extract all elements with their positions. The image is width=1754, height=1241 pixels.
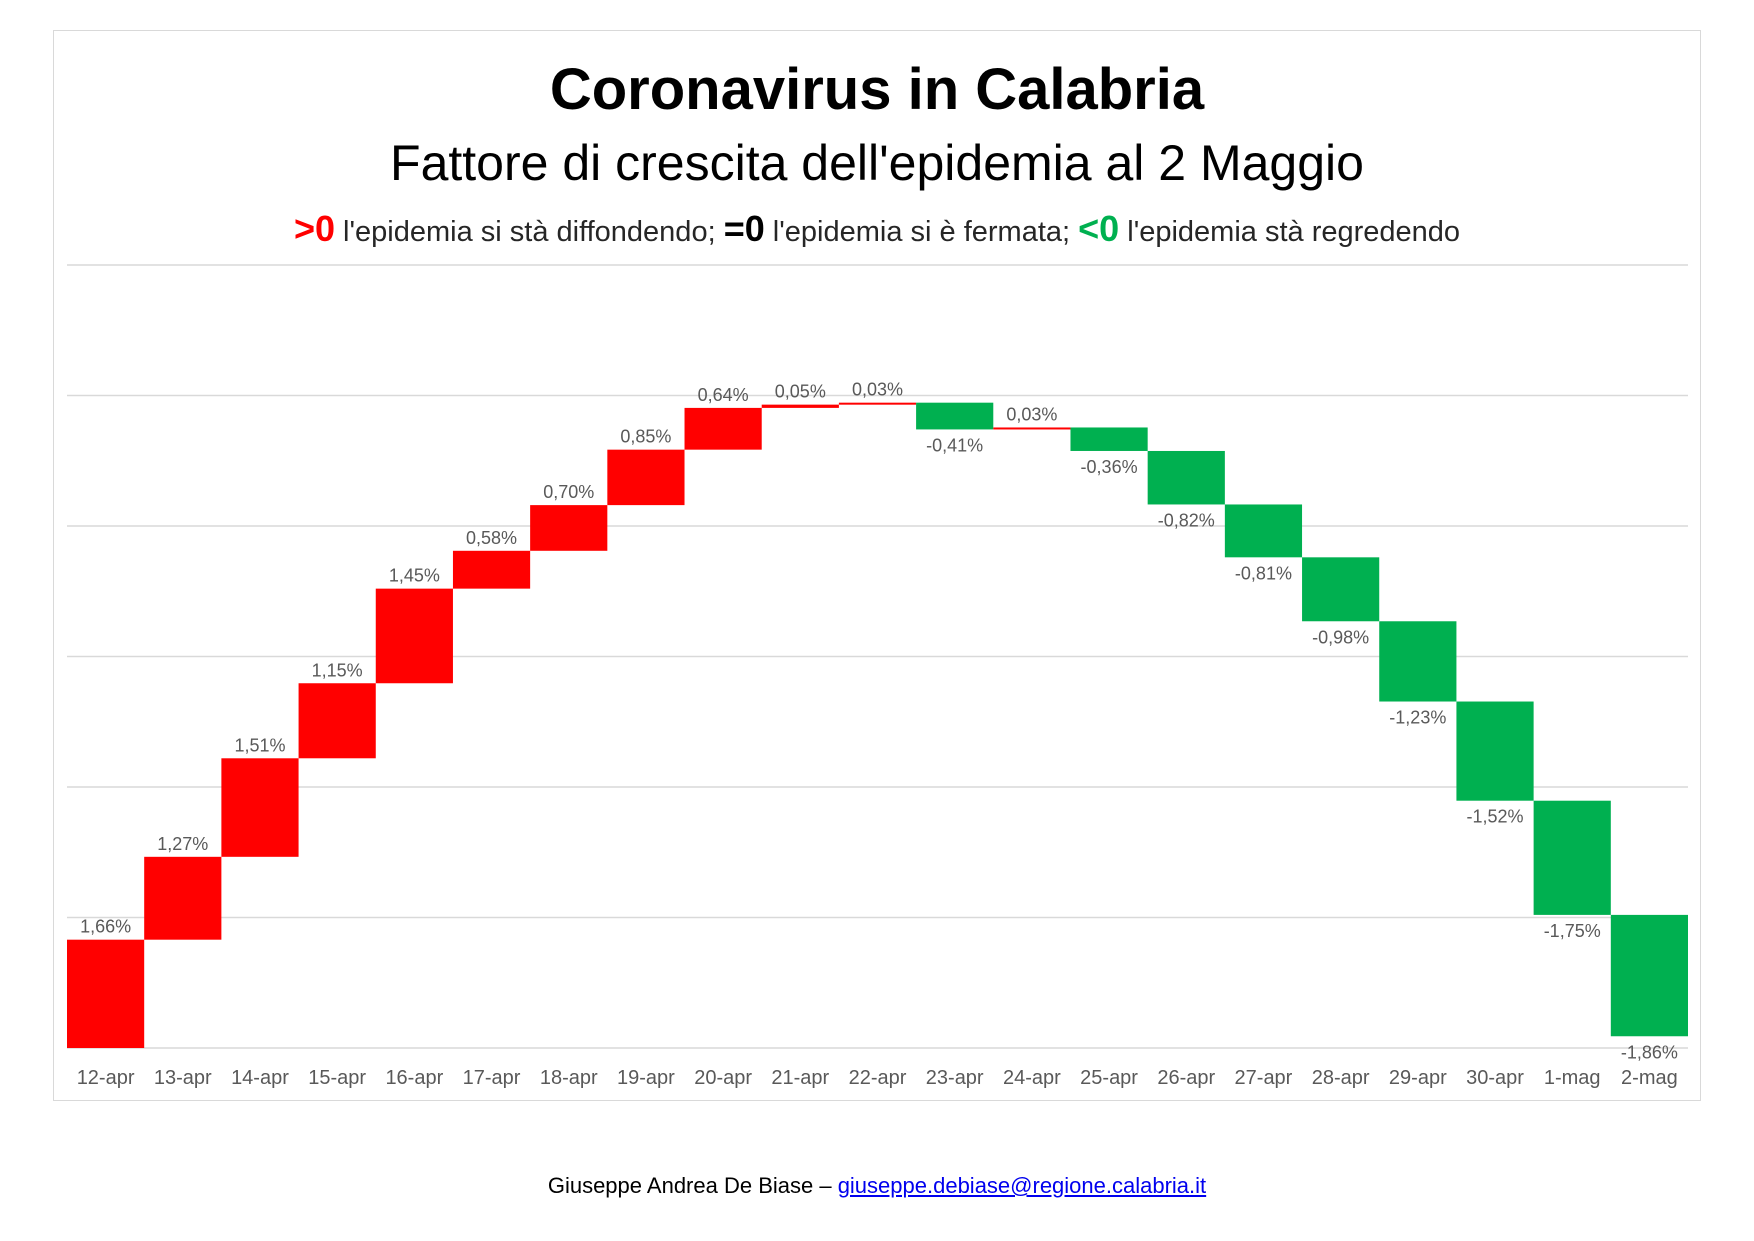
data-label: 1,51% bbox=[234, 735, 285, 755]
data-label: 0,58% bbox=[466, 528, 517, 548]
data-label: -0,82% bbox=[1158, 510, 1215, 530]
waterfall-bar bbox=[221, 758, 299, 857]
data-label: 0,03% bbox=[1006, 404, 1057, 424]
x-tick-label: 16-apr bbox=[385, 1067, 443, 1089]
data-label: -1,75% bbox=[1544, 921, 1601, 941]
data-label: 1,45% bbox=[389, 566, 440, 586]
data-label: -0,41% bbox=[926, 435, 983, 455]
x-tick-label: 24-apr bbox=[1003, 1067, 1061, 1089]
legend-zero-text: l'epidemia si è fermata; bbox=[764, 216, 1079, 248]
waterfall-bar bbox=[761, 404, 839, 408]
footer-author: Giuseppe Andrea De Biase – bbox=[547, 1173, 838, 1198]
x-tick-label: 18-apr bbox=[540, 1067, 598, 1089]
waterfall-bar bbox=[916, 402, 994, 430]
x-tick-label: 12-apr bbox=[77, 1067, 135, 1089]
data-label: 1,66% bbox=[80, 917, 131, 937]
data-label: -1,52% bbox=[1467, 807, 1524, 827]
waterfall-bar bbox=[375, 588, 453, 684]
legend-negative-text: l'epidemia stà regredendo bbox=[1119, 216, 1461, 248]
waterfall-bar bbox=[1456, 701, 1534, 801]
x-tick-label: 17-apr bbox=[463, 1067, 521, 1089]
data-label: -1,86% bbox=[1621, 1042, 1678, 1062]
x-tick-label: 30-apr bbox=[1466, 1067, 1524, 1089]
legend-zero-symbol: =0 bbox=[723, 208, 765, 249]
x-tick-label: 27-apr bbox=[1235, 1067, 1293, 1089]
data-label: 0,70% bbox=[543, 482, 594, 502]
legend-positive-text: l'epidemia si stà diffondendo; bbox=[334, 216, 724, 248]
x-tick-label: 13-apr bbox=[154, 1067, 212, 1089]
data-labels: 1,66% 1,27% 1,51% 1,15% 1,45% 0,58% 0,70% 0,85%… bbox=[80, 380, 1678, 1063]
x-tick-label: 20-apr bbox=[694, 1067, 752, 1089]
data-label: 1,27% bbox=[157, 834, 208, 854]
data-label: 0,03% bbox=[852, 380, 903, 400]
data-label: 1,15% bbox=[312, 660, 363, 680]
waterfall-bar bbox=[1533, 800, 1611, 915]
x-tick-label: 19-apr bbox=[617, 1067, 675, 1089]
legend-negative-symbol: <0 bbox=[1078, 208, 1120, 249]
chart-frame bbox=[53, 30, 1701, 1101]
waterfall-bar bbox=[144, 856, 222, 940]
waterfall-bar bbox=[1070, 427, 1148, 451]
waterfall-bar bbox=[1224, 504, 1303, 558]
waterfall-bar bbox=[1610, 914, 1688, 1037]
waterfall-bar bbox=[838, 402, 917, 405]
data-label: -0,81% bbox=[1235, 563, 1292, 583]
x-tick-label: 26-apr bbox=[1157, 1067, 1215, 1089]
x-tick-label: 2-mag bbox=[1621, 1067, 1678, 1089]
x-tick-label: 29-apr bbox=[1389, 1067, 1447, 1089]
waterfall-bar bbox=[684, 407, 762, 450]
data-label: 0,85% bbox=[620, 427, 671, 447]
data-label: -0,36% bbox=[1081, 457, 1138, 477]
chart-title: Coronavirus in Calabria bbox=[549, 57, 1205, 122]
x-tick-label: 15-apr bbox=[308, 1067, 366, 1089]
waterfall-bar bbox=[1302, 557, 1380, 622]
x-tick-label: 1-mag bbox=[1544, 1067, 1601, 1089]
waterfall-bar bbox=[298, 683, 376, 759]
chart-subtitle: Fattore di crescita dell'epidemia al 2 M… bbox=[390, 135, 1364, 191]
footer: Giuseppe Andrea De Biase – giuseppe.debi… bbox=[0, 1173, 1754, 1199]
data-label: 0,05% bbox=[775, 382, 826, 402]
x-tick-label: 21-apr bbox=[771, 1067, 829, 1089]
data-label: -1,23% bbox=[1389, 708, 1446, 728]
waterfall-bar bbox=[1147, 450, 1225, 505]
waterfall-bar bbox=[607, 449, 685, 506]
gridlines bbox=[67, 264, 1688, 1049]
waterfall-bar bbox=[452, 550, 531, 589]
legend-line: >0 l'epidemia si stà diffondendo; =0 l'e… bbox=[0, 208, 1754, 250]
x-tick-label: 23-apr bbox=[926, 1067, 984, 1089]
data-label: 0,64% bbox=[698, 385, 749, 405]
legend-positive-symbol: >0 bbox=[293, 208, 335, 249]
x-tick-label: 22-apr bbox=[849, 1067, 907, 1089]
x-tick-label: 14-apr bbox=[231, 1067, 289, 1089]
x-tick-label: 28-apr bbox=[1312, 1067, 1370, 1089]
bars bbox=[67, 402, 1688, 1048]
footer-email-link[interactable]: giuseppe.debiase@regione.calabria.it bbox=[837, 1173, 1207, 1198]
waterfall-bar bbox=[67, 939, 145, 1048]
waterfall-bar bbox=[993, 427, 1071, 430]
x-axis-ticks: 12-apr 13-apr 14-apr 15-apr 16-apr 17-apr 18-a… bbox=[77, 1067, 1678, 1089]
x-tick-label: 25-apr bbox=[1080, 1067, 1138, 1089]
waterfall-bar bbox=[530, 505, 608, 551]
waterfall-bar bbox=[1379, 621, 1457, 702]
data-label: -0,98% bbox=[1312, 627, 1369, 647]
